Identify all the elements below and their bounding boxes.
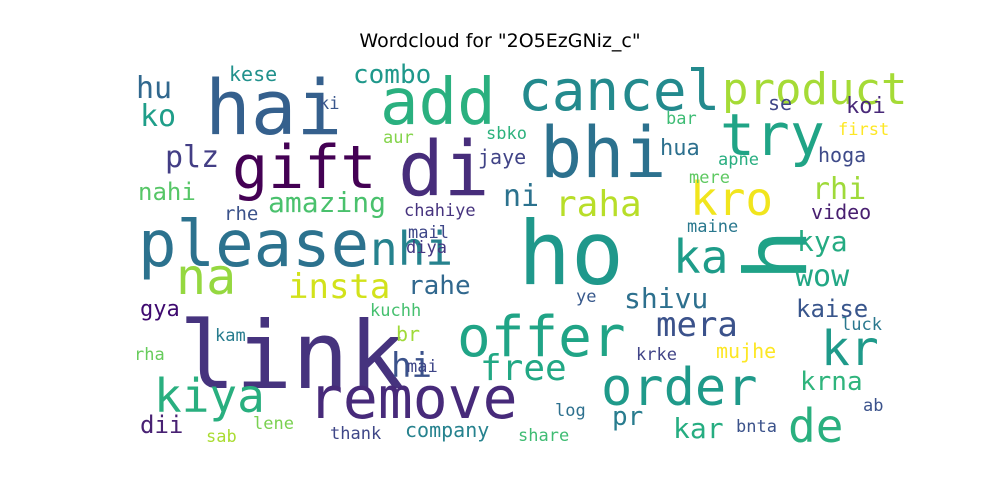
word-product: product	[722, 64, 907, 115]
word-diya: diya	[406, 238, 447, 258]
word-gya: gya	[140, 297, 180, 322]
word-aur: aur	[383, 128, 414, 148]
word-lene: lene	[253, 414, 294, 434]
word-kuchh: kuchh	[370, 301, 421, 321]
word-kro: kro	[690, 172, 773, 226]
word-jaye: jaye	[478, 145, 526, 169]
word-insta: insta	[288, 267, 390, 307]
word-kar: kar	[673, 412, 724, 445]
word-na: na	[176, 248, 236, 306]
word-di: di	[398, 124, 490, 213]
word-bnta: bnta	[736, 417, 777, 437]
word-share: share	[518, 426, 569, 446]
word-video: video	[811, 200, 871, 224]
word-plz: plz	[165, 140, 219, 175]
word-hai: hai	[205, 63, 342, 152]
word-rhi: rhi	[812, 172, 866, 207]
word-ka: ka	[673, 230, 728, 284]
word-h: h	[727, 229, 827, 281]
word-mera: mera	[656, 305, 738, 345]
word-first: first	[838, 120, 889, 140]
word-se: se	[768, 91, 792, 115]
word-kese: kese	[229, 62, 277, 86]
word-dii: dii	[140, 411, 183, 439]
word-cancel: cancel	[518, 59, 720, 124]
word-bhi: bhi	[540, 112, 666, 194]
word-pr: pr	[612, 402, 643, 432]
word-rahe: rahe	[408, 271, 471, 301]
word-nhi: nhi	[370, 222, 453, 276]
word-company: company	[405, 418, 489, 442]
word-wow: wow	[795, 259, 850, 294]
word-kam: kam	[215, 326, 246, 346]
word-amazing: amazing	[268, 186, 386, 219]
word-mujhe: mujhe	[716, 339, 776, 363]
word-de: de	[788, 399, 843, 453]
word-hoga: hoga	[818, 143, 866, 167]
word-kiya: kiya	[154, 369, 265, 423]
word-sbko: sbko	[486, 124, 527, 144]
word-ho: ho	[518, 202, 624, 305]
word-mail: mail	[408, 223, 449, 243]
word-luck: luck	[841, 315, 882, 335]
word-offer: offer	[457, 305, 626, 370]
word-apne: apne	[718, 150, 759, 170]
word-bar: bar	[666, 109, 697, 129]
word-ab: ab	[863, 396, 883, 416]
word-sab: sab	[206, 427, 237, 447]
word-hua: hua	[660, 136, 700, 161]
word-remove: remove	[308, 364, 518, 432]
chart-title: Wordcloud for "2O5EzGNiz_c"	[359, 30, 641, 52]
word-rha: rha	[134, 345, 165, 365]
word-gift: gift	[232, 133, 377, 203]
word-order: order	[601, 358, 758, 418]
word-nahi: nahi	[138, 178, 196, 206]
word-raha: raha	[555, 184, 642, 225]
word-please: please	[138, 208, 369, 282]
word-shivu: shivu	[624, 282, 708, 315]
word-kya: kya	[797, 225, 848, 258]
word-ye: ye	[576, 287, 596, 307]
word-mai: mai	[407, 357, 438, 377]
word-rhe: rhe	[224, 203, 258, 225]
word-add: add	[380, 66, 496, 140]
word-ni: ni	[503, 179, 539, 214]
word-link: link	[179, 302, 405, 411]
word-ki: ki	[319, 94, 339, 114]
word-krke: krke	[636, 345, 677, 365]
word-ko: ko	[140, 99, 176, 134]
word-thank: thank	[330, 424, 381, 444]
word-koi: koi	[846, 94, 886, 119]
word-kaise: kaise	[796, 295, 868, 323]
word-combo: combo	[353, 60, 431, 90]
word-kr: kr	[821, 321, 879, 377]
word-mere: mere	[689, 168, 730, 188]
word-krna: krna	[800, 367, 863, 397]
word-chahiye: chahiye	[404, 201, 476, 221]
word-hi: hi	[391, 346, 432, 386]
word-log: log	[555, 401, 586, 421]
word-br: br	[396, 322, 420, 346]
word-hu: hu	[136, 71, 172, 106]
word-maine: maine	[687, 217, 738, 237]
word-free: free	[480, 348, 567, 389]
word-try: try	[720, 101, 825, 169]
